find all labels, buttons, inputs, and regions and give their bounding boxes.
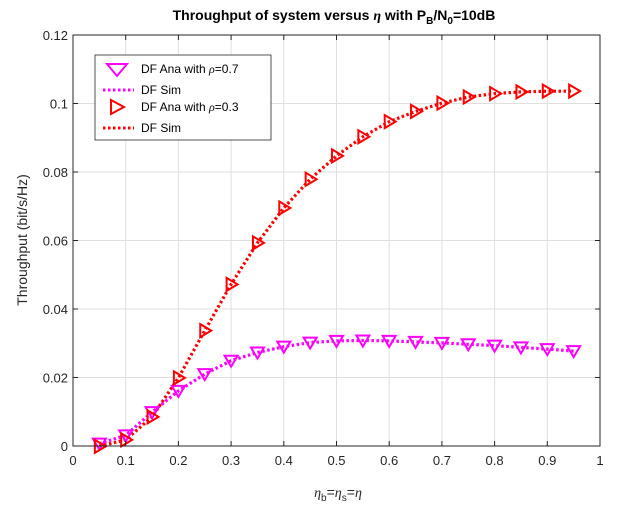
- data-point: [462, 88, 477, 106]
- x-tick-label: 0.3: [222, 453, 240, 468]
- series-0: [91, 334, 582, 452]
- data-point: [433, 336, 451, 351]
- series-line: [98, 89, 574, 448]
- tick-marks: [72, 34, 601, 447]
- legend-entry-2: DF Sim: [103, 83, 181, 97]
- legend-entry-3: DF Ana with ρ=0.3: [110, 98, 239, 116]
- x-axis-label: ηb=ηs=η: [314, 484, 362, 504]
- data-point: [568, 82, 583, 100]
- x-tick-labels: 0 0.1 0.2 0.3 0.4 0.5 0.6 0.7 0.8 0.9 1: [69, 453, 603, 468]
- data-point: [199, 322, 214, 339]
- x-tick-label: 0.6: [380, 453, 398, 468]
- y-axis-label: Throughput (bit/s/Hz): [14, 174, 30, 306]
- data-point: [222, 354, 240, 369]
- series-line: [98, 338, 574, 446]
- data-point: [407, 335, 424, 350]
- data-point: [328, 334, 345, 349]
- data-point: [515, 83, 530, 101]
- data-point: [512, 341, 530, 356]
- y-tick-labels: 0 0.02 0.04 0.06 0.08 0.1 0.12: [43, 28, 68, 454]
- data-point: [196, 368, 214, 383]
- x-tick-label: 0.7: [433, 453, 451, 468]
- series-1: [98, 338, 574, 446]
- series-3: [98, 89, 574, 448]
- series-2: [93, 82, 583, 455]
- data-point: [436, 94, 451, 112]
- x-tick-label: 0.8: [486, 453, 504, 468]
- legend-label-2: DF Sim: [141, 83, 181, 97]
- legend-label-3: DF Ana with ρ=0.3: [141, 100, 239, 114]
- data-point: [486, 339, 503, 354]
- x-tick-label: 0.9: [538, 453, 556, 468]
- legend-label-4: DF Sim: [141, 121, 181, 135]
- data-point: [541, 82, 556, 100]
- data-point: [354, 334, 372, 349]
- legend-marker-triangle-down: [104, 63, 130, 78]
- data-point: [170, 384, 187, 399]
- legend: DF Ana with ρ=0.7 DF Sim DF Ana with ρ=0…: [94, 54, 272, 141]
- legend-marker-triangle-right: [110, 98, 127, 116]
- data-point: [539, 343, 556, 358]
- y-tick-label: 0.08: [43, 165, 68, 180]
- data-point: [331, 147, 345, 165]
- legend-label-1: DF Ana with ρ=0.7: [141, 62, 239, 76]
- data-point: [120, 431, 135, 449]
- data-point: [301, 336, 319, 351]
- data-point: [225, 276, 240, 293]
- data-point: [489, 85, 504, 102]
- y-tick-label: 0.04: [43, 302, 68, 317]
- data-point: [304, 170, 319, 188]
- y-tick-label: 0.02: [43, 371, 68, 386]
- x-tick-label: 0.4: [275, 453, 293, 468]
- x-tick-label: 0.1: [117, 453, 135, 468]
- y-tick-label: 0: [61, 439, 68, 454]
- chart-title: Throughput of system versus η with PB/N0…: [173, 7, 496, 27]
- data-point: [410, 103, 425, 120]
- data-point: [380, 334, 398, 349]
- data-point: [172, 369, 187, 387]
- x-tick-label: 1: [596, 453, 603, 468]
- data-point: [383, 113, 398, 130]
- series-layer: [91, 82, 583, 455]
- data-point: [251, 234, 266, 252]
- x-tick-label: 0.5: [327, 453, 345, 468]
- data-point: [278, 199, 293, 217]
- legend-entry-4: DF Sim: [103, 121, 181, 135]
- legend-box: [94, 54, 272, 141]
- legend-entry-1: DF Ana with ρ=0.7: [104, 62, 239, 78]
- y-tick-label: 0.1: [50, 97, 68, 112]
- data-point: [275, 340, 293, 355]
- y-tick-label: 0.12: [43, 28, 68, 43]
- x-tick-label: 0.2: [169, 453, 187, 468]
- data-point: [143, 406, 161, 421]
- data-point: [146, 408, 161, 426]
- data-point: [459, 338, 477, 353]
- x-tick-label: 0: [69, 453, 76, 468]
- y-tick-label: 0.06: [43, 234, 68, 249]
- data-point: [249, 346, 266, 361]
- data-point: [565, 345, 582, 360]
- data-point: [117, 429, 134, 444]
- data-point: [357, 128, 372, 145]
